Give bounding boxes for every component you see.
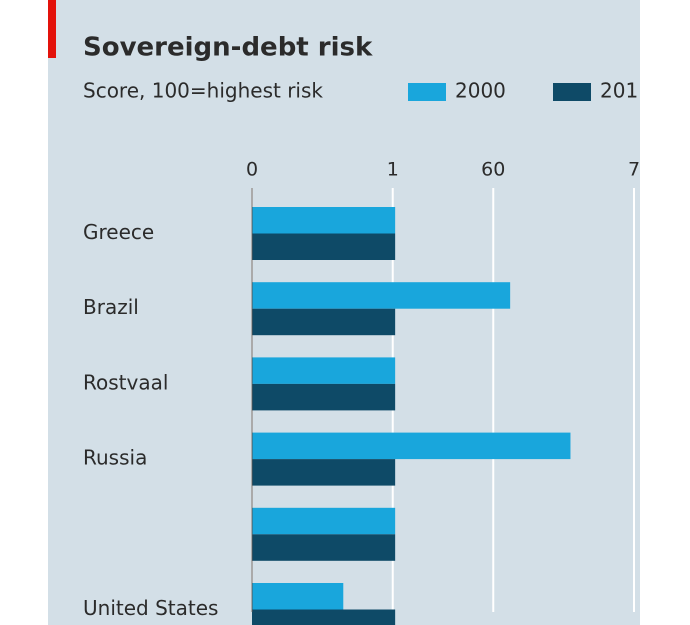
y-tick-label: Rostvaal xyxy=(83,370,168,394)
bar xyxy=(252,534,396,561)
y-tick-label: Russia xyxy=(83,446,147,470)
legend-swatch xyxy=(408,83,446,101)
bar xyxy=(252,459,396,486)
y-tick-label: Brazil xyxy=(83,295,139,319)
bar xyxy=(252,233,396,260)
bar xyxy=(252,383,396,411)
bar xyxy=(252,282,511,309)
chart-subtitle: Score, 100=highest risk xyxy=(83,79,323,103)
y-tick-label: United States xyxy=(83,596,218,620)
x-tick-label: 0 xyxy=(246,159,258,181)
bar xyxy=(252,432,571,460)
x-tick-label: 60 xyxy=(481,159,505,181)
x-tick-label: 7 xyxy=(628,159,640,181)
x-tick-label: 1 xyxy=(387,159,399,181)
legend-swatch xyxy=(553,83,591,101)
bar xyxy=(252,609,396,625)
legend-label: 201 xyxy=(600,79,638,103)
bar xyxy=(252,507,396,535)
legend-label: 2000 xyxy=(455,79,506,103)
bar xyxy=(252,357,396,384)
red-tag xyxy=(48,0,56,58)
chart-title: Sovereign-debt risk xyxy=(83,33,373,63)
bar xyxy=(252,308,396,336)
y-tick-label: Greece xyxy=(83,220,154,244)
bar xyxy=(252,207,396,234)
bar xyxy=(252,583,344,610)
